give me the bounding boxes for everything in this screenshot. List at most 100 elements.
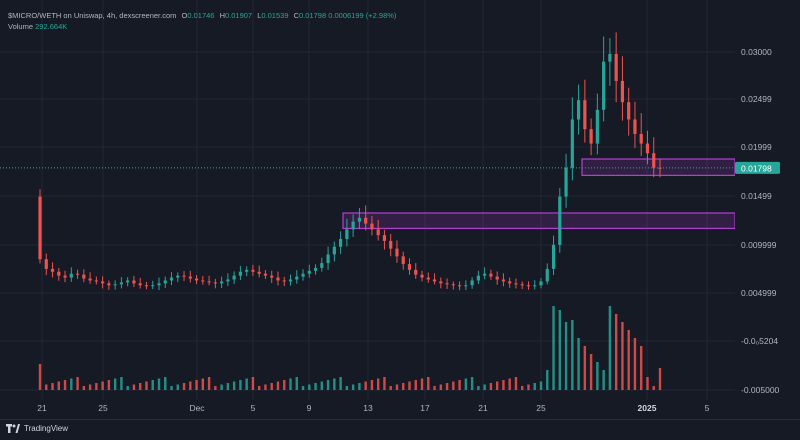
time-axis-label: 5 [705, 403, 710, 413]
price-axis-label: 0.03000 [741, 47, 772, 57]
candle-body [620, 80, 625, 103]
close-key: C [293, 11, 300, 20]
volume-bar [107, 380, 111, 390]
volume-bar [633, 338, 637, 390]
volume-bar [270, 383, 273, 390]
low-value: 0.01539 [261, 11, 289, 20]
candle-body [288, 279, 293, 282]
candle-body [295, 276, 299, 280]
zone-rectangle [581, 158, 736, 176]
zone-rectangle [342, 212, 736, 230]
volume-bar [514, 377, 518, 390]
candle-body [545, 268, 549, 282]
volume-bar [402, 383, 405, 390]
candle-body [50, 268, 55, 272]
tradingview-logo-icon [6, 424, 20, 433]
volume-bar [308, 384, 311, 390]
price-axis-label: 0.02499 [741, 94, 772, 104]
volume-bar [276, 381, 280, 390]
candle-body [82, 274, 86, 279]
candle-body [232, 275, 236, 280]
candle-body [614, 53, 618, 81]
time-axis-label: 9 [307, 403, 312, 413]
volume-bar [170, 386, 173, 390]
volume-bar [283, 380, 286, 390]
volume-bar [596, 362, 599, 390]
candle-body [514, 283, 518, 285]
price-axis-label: -0.0₀5204 [741, 336, 778, 346]
candle-body [589, 129, 593, 144]
candle-body [351, 221, 355, 230]
candle-body [169, 277, 174, 281]
candle-body [495, 276, 499, 280]
volume-bar [427, 377, 430, 390]
candle-body [163, 280, 167, 284]
tradingview-footer: TradingView [0, 419, 800, 440]
volume-bar [395, 384, 399, 390]
volume-bar [646, 377, 649, 390]
volume-bar [245, 378, 248, 390]
volume-bar [82, 386, 86, 390]
volume-bar [176, 384, 179, 390]
candle-body [88, 278, 92, 281]
candle-body [558, 196, 562, 245]
candle-body [583, 100, 587, 130]
chart-canvas[interactable]: 0.03000 0.02499 0.01999 0.01499 0.009999 0.00… [0, 0, 800, 419]
volume-bar [408, 381, 411, 390]
low-key: L [257, 11, 262, 20]
candle-body [520, 284, 524, 286]
candle-body [570, 119, 574, 168]
volume-bar [602, 370, 605, 390]
candle-body [533, 285, 537, 287]
current-price-tag [735, 161, 780, 174]
candle-body [633, 119, 637, 134]
volume-bar [351, 384, 355, 390]
volume-bar [614, 314, 618, 390]
legend-row-main: $MICRO/WETH on Uniswap, 4h, dexscreener.… [8, 10, 396, 21]
volume-bar [571, 320, 574, 390]
time-axis-label: 17 [420, 403, 430, 413]
volume-bar [389, 386, 392, 390]
tradingview-logo[interactable]: TradingView [6, 424, 68, 433]
volume-bar [95, 383, 98, 390]
volume-bar [251, 377, 255, 390]
tradingview-brand: TradingView [24, 424, 69, 433]
volume-bar [483, 384, 486, 390]
volume-bar [358, 383, 361, 390]
price-axis-label: -0.005000 [741, 385, 780, 395]
volume-bar [420, 378, 424, 390]
candle-body [407, 264, 412, 270]
volume-bar [120, 377, 123, 390]
volume-bar [521, 386, 524, 390]
high-key: H [219, 11, 225, 20]
time-axis-label: 25 [536, 403, 546, 413]
candle-body [595, 109, 599, 144]
candle-body [176, 275, 180, 278]
candle-body [426, 277, 430, 280]
candle-body [445, 283, 449, 285]
volume-bar [76, 377, 79, 390]
candle-body [464, 285, 468, 287]
candle-body [63, 275, 67, 278]
candle-body [539, 281, 543, 286]
candle-body [144, 285, 149, 287]
volume-bar [414, 380, 417, 390]
time-axis-label: 13 [363, 403, 373, 413]
candle-body [439, 281, 443, 284]
candle-body [364, 217, 368, 224]
volume-bar [126, 386, 129, 390]
candle-body [188, 276, 192, 279]
close-value: 0.01798 [299, 11, 327, 20]
candle-body [339, 239, 343, 247]
volume-bar [314, 383, 317, 390]
change-value: 0.0006199 (+2.98%) [328, 11, 397, 20]
volume-bar [539, 381, 543, 390]
candle-body [652, 153, 656, 168]
volume-bar [232, 381, 236, 390]
candle-body [395, 248, 399, 257]
volume-bar [220, 384, 223, 390]
volume-bar [145, 381, 148, 390]
candle-body [332, 246, 336, 255]
volume-bar [452, 381, 455, 390]
